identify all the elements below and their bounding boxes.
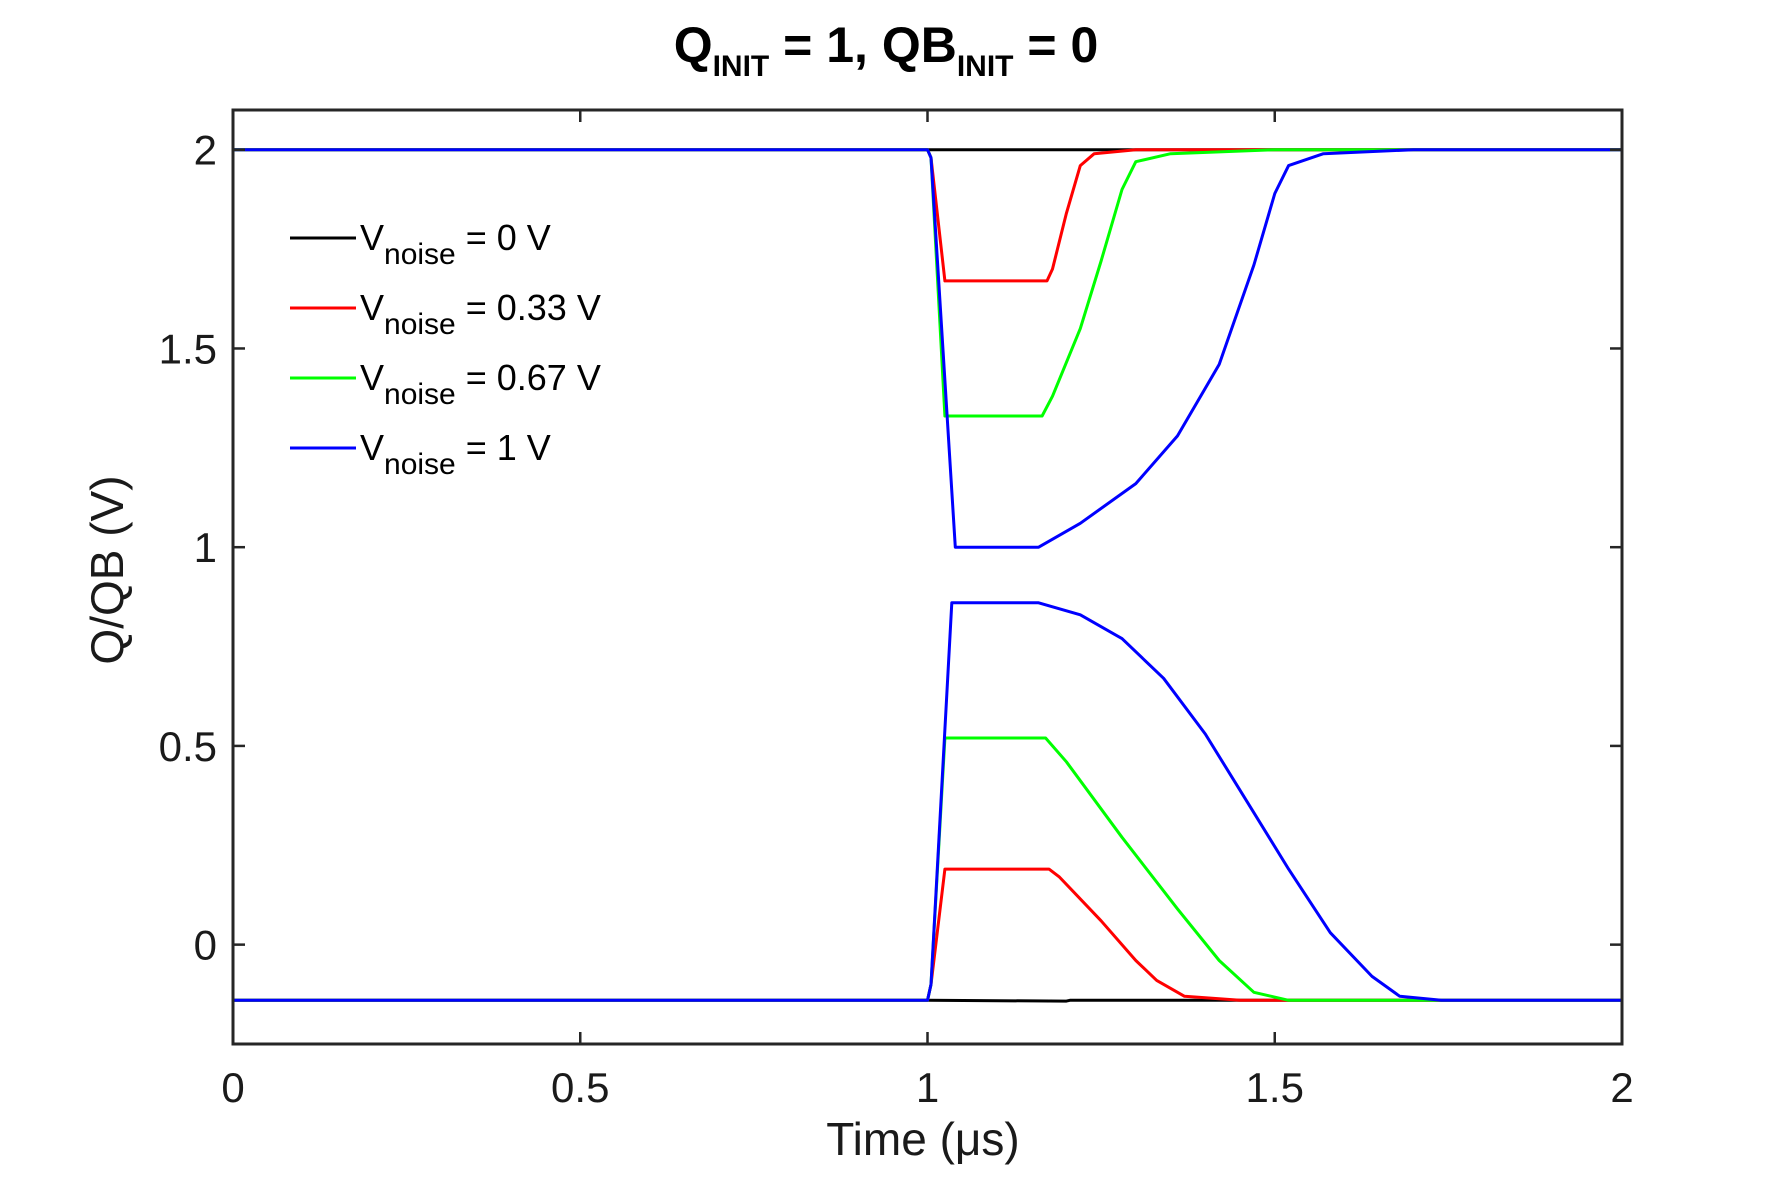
title-q-subscript: INIT <box>713 50 770 83</box>
series-line-2-q <box>233 148 1622 418</box>
plot-frame <box>231 108 1624 1046</box>
legend-entry: Vnoise = 0.33 V <box>360 287 601 341</box>
plot-layer <box>233 148 1622 1003</box>
title-middle: = 1, QB <box>769 17 957 73</box>
x-tick-label: 1.5 <box>1246 1064 1304 1111</box>
chart-title: QINIT = 1, QBINIT = 0 <box>674 17 1099 83</box>
legend-entry: Vnoise = 0 V <box>360 217 551 271</box>
y-axis-label: Q/QB (V) <box>81 475 133 664</box>
title-qb-subscript: INIT <box>957 50 1014 83</box>
x-tick-label: 0 <box>221 1064 244 1111</box>
y-tick-label: 0 <box>194 922 217 969</box>
legend-entry: Vnoise = 0.67 V <box>360 357 601 411</box>
series-line-3-qb <box>233 601 1622 1002</box>
ticks-layer: 0 0.5 1 1.5 2 0 0.5 1 1.5 2 <box>159 110 1634 1111</box>
legend: Vnoise = 0 V Vnoise = 0.33 V Vnoise = 0.67… <box>290 217 601 481</box>
series-line-3-q <box>233 148 1622 549</box>
series-line-2-qb <box>233 736 1622 1002</box>
x-axis-label: Time (μs) <box>826 1113 1019 1165</box>
title-end: = 0 <box>1014 17 1099 73</box>
x-tick-label: 2 <box>1610 1064 1633 1111</box>
y-tick-label: 2 <box>194 127 217 174</box>
x-tick-label: 0.5 <box>551 1064 609 1111</box>
series-line-1-qb <box>233 867 1622 1002</box>
y-tick-label: 1.5 <box>159 325 217 372</box>
legend-entry: Vnoise = 1 V <box>360 427 551 481</box>
y-tick-label: 0.5 <box>159 723 217 770</box>
y-tick-label: 1 <box>194 524 217 571</box>
title-q: Q <box>674 17 713 73</box>
x-tick-label: 1 <box>916 1064 939 1111</box>
